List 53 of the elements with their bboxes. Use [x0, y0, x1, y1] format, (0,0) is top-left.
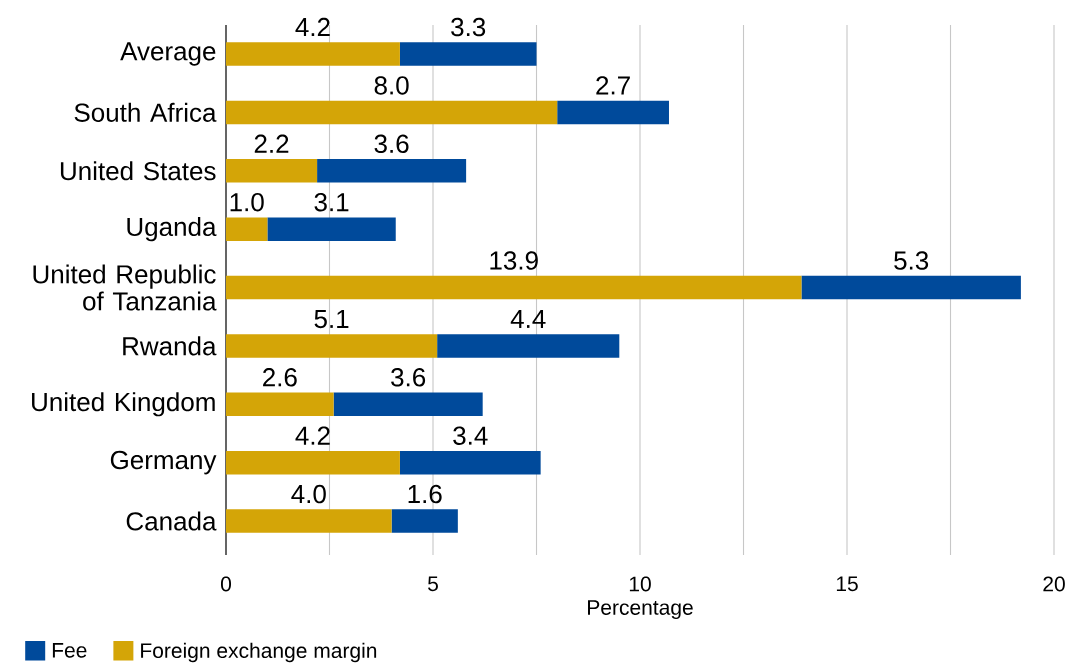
y-tick-label: United Republic of Tanzania: [33, 264, 217, 311]
x-tick-label: 20: [1043, 576, 1065, 592]
x-tick-label: 15: [836, 576, 858, 592]
data-label: 1.6: [408, 484, 442, 504]
y-tick-label: Uganda: [127, 217, 217, 242]
bar: [437, 334, 620, 358]
data-label: 3.3: [451, 17, 486, 37]
data-label: 3.1: [314, 192, 349, 212]
bar: [333, 392, 483, 416]
y-tick-label: United States: [60, 161, 216, 181]
data-label: 4.4: [510, 309, 546, 328]
x-axis-title: Percentage: [588, 600, 693, 620]
bar: [801, 275, 1021, 300]
data-label: 5.3: [894, 251, 929, 270]
bar: [267, 217, 396, 241]
bar: [391, 509, 458, 533]
bar: [226, 450, 400, 475]
bar: [226, 509, 392, 533]
data-label: 4.2: [295, 426, 330, 445]
y-tick-label: Germany: [110, 450, 217, 475]
bar: [226, 100, 558, 125]
legend-label: Foreign exchange margin: [141, 642, 377, 663]
bar: [399, 42, 537, 66]
bar: [226, 159, 318, 183]
data-label: 2.6: [263, 368, 297, 387]
data-label: 2.2: [254, 134, 289, 153]
bar: [557, 100, 669, 125]
data-label: 2.7: [596, 76, 630, 95]
data-label: 8.0: [374, 76, 409, 95]
data-label: 13.9: [490, 251, 538, 270]
bar: [226, 217, 268, 241]
bar: [226, 42, 400, 66]
legend-label: Fee: [52, 643, 87, 658]
data-label: 5.1: [314, 309, 349, 329]
y-tick-label: Average: [120, 42, 216, 66]
data-label: 4.0: [291, 484, 326, 504]
data-label: 4.2: [295, 17, 330, 36]
bar: [317, 159, 467, 183]
data-label: 3.6: [374, 134, 409, 153]
data-label: 3.6: [391, 368, 426, 387]
y-tick-label: Rwanda: [123, 336, 217, 356]
y-tick-label: Canada: [126, 511, 217, 531]
bar: [226, 334, 438, 358]
bar: [399, 450, 541, 475]
bar: [226, 275, 802, 300]
x-tick-label: 5: [428, 576, 438, 592]
x-tick-label: 10: [629, 576, 651, 592]
data-label: 3.4: [453, 426, 488, 445]
data-label: 1.0: [230, 192, 264, 212]
y-tick-label: South Africa: [74, 102, 217, 122]
bar: [226, 392, 334, 416]
y-tick-label: United Kingdom: [32, 392, 215, 417]
x-tick-label: 0: [220, 576, 232, 592]
